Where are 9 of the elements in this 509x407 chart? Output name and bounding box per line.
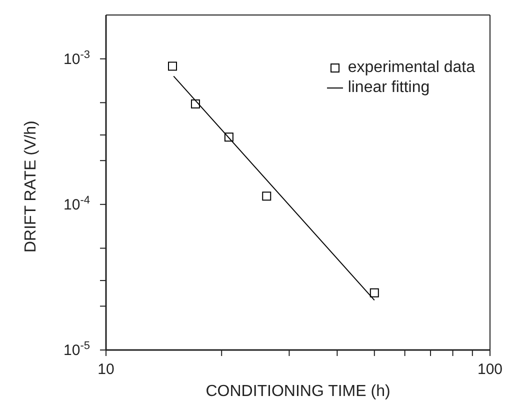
y-tick-label: 10$^{-4}$: [64, 194, 90, 214]
x-axis-title: CONDITIONING TIME (h): [206, 383, 390, 400]
x-tick-label: 10: [98, 361, 114, 378]
y-tick-label: 10$^{-5}$: [64, 340, 90, 359]
legend-label: linear fitting: [348, 78, 430, 98]
y-tick-label: 10$^{-3}$: [64, 48, 90, 68]
y-axis-title: DRIFT RATE (V/h): [22, 120, 40, 252]
x-tick-label: 100: [477, 361, 503, 378]
legend-label: experimental data: [348, 58, 475, 78]
